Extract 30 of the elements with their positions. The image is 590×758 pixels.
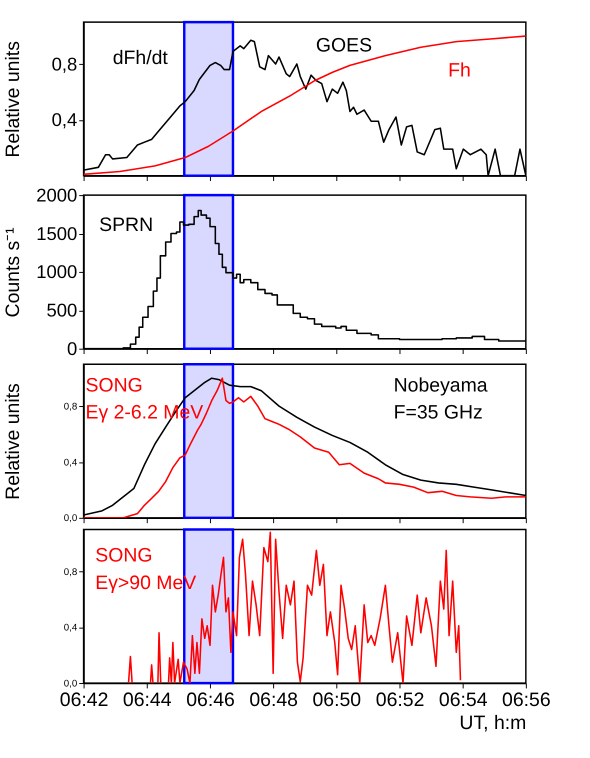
y-tick-label: 2000 bbox=[36, 184, 78, 206]
y-tick-label: 0,0 bbox=[64, 678, 78, 690]
annotation: GOES bbox=[316, 34, 372, 56]
series-label: SPRN bbox=[99, 214, 154, 236]
x-tick-label: 06:52 bbox=[376, 688, 424, 711]
series-label: Nobeyama F=35 GHz bbox=[394, 374, 488, 424]
y-tick-label: 0,4 bbox=[64, 622, 78, 634]
x-tick-label: 06:46 bbox=[186, 688, 235, 711]
y-tick-label: 0,0 bbox=[64, 513, 78, 524]
x-tick-label: 06:44 bbox=[122, 688, 172, 711]
x-tick-label: 06:50 bbox=[312, 688, 362, 711]
x-axis-title: UT, h:m bbox=[459, 712, 526, 734]
y-axis-title: Relative units bbox=[2, 382, 24, 500]
x-tick-label: 06:54 bbox=[438, 688, 488, 711]
y-tick-label: 500 bbox=[46, 300, 78, 321]
x-tick-label: 06:56 bbox=[502, 688, 551, 711]
y-tick-label: 1000 bbox=[36, 261, 78, 282]
x-tick-label: 06:42 bbox=[60, 688, 108, 711]
y-tick-label: 0,4 bbox=[64, 457, 78, 468]
x-tick-label: 06:48 bbox=[249, 688, 298, 711]
y-tick-label: 0,8 bbox=[52, 53, 78, 74]
y-axis-title: Relative units bbox=[2, 40, 24, 158]
y-tick-label: 0 bbox=[67, 338, 78, 360]
y-tick-label: 0,8 bbox=[64, 402, 78, 413]
series-label: Fh bbox=[448, 60, 471, 82]
series-label: dFh/dt bbox=[112, 46, 168, 69]
y-tick-label: 1500 bbox=[36, 222, 78, 244]
y-tick-label: 0,4 bbox=[52, 109, 78, 130]
y-tick-label: 0,8 bbox=[64, 566, 78, 578]
y-axis-title: Counts s⁻¹ bbox=[2, 226, 24, 318]
